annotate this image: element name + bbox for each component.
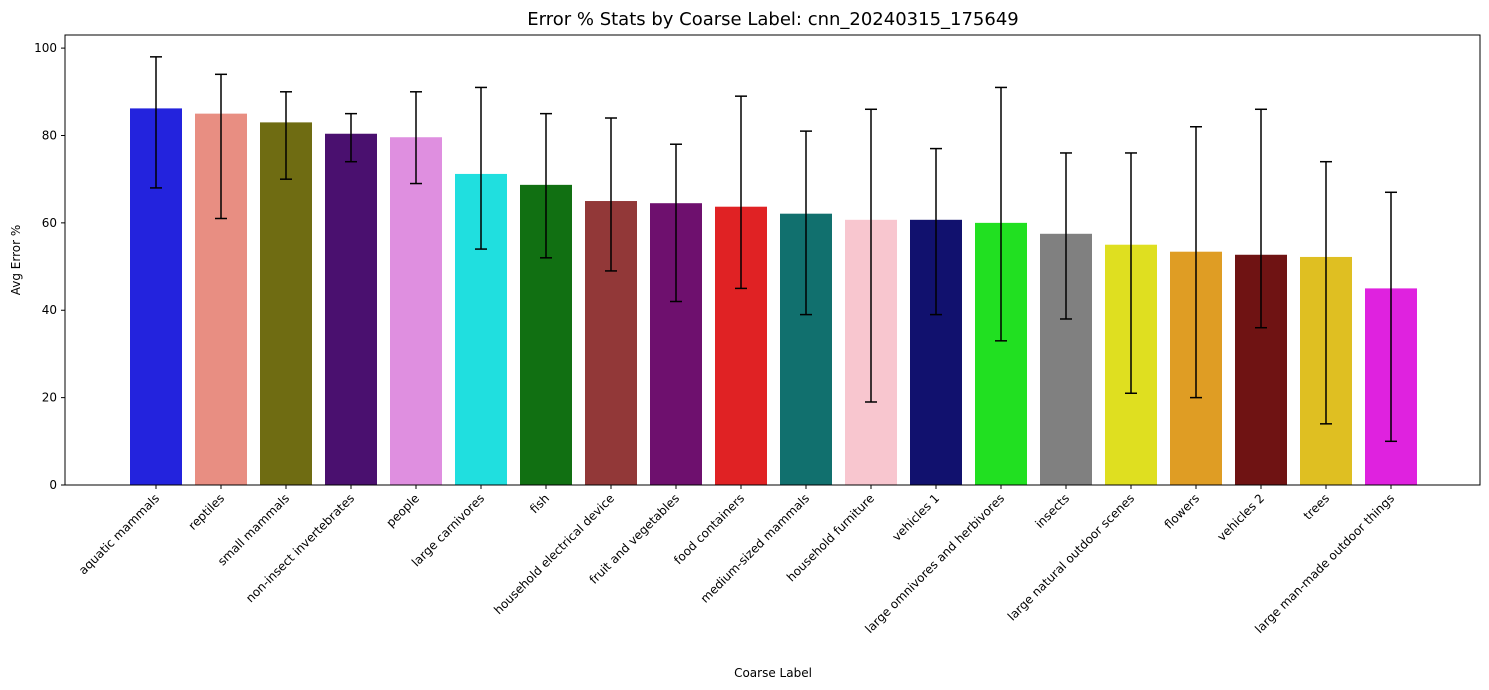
x-tick-label: large natural outdoor scenes	[1005, 491, 1137, 623]
y-axis: 0 20 40 60 80 100	[34, 41, 65, 492]
bar	[260, 122, 312, 486]
bars-layer	[130, 108, 1417, 486]
bar	[390, 137, 442, 485]
x-tick-label: reptiles	[186, 491, 227, 532]
y-axis-label: Avg Error %	[9, 225, 23, 296]
x-tick-label: insects	[1032, 491, 1072, 531]
y-tick-label: 80	[42, 128, 57, 142]
x-tick-label: flowers	[1162, 491, 1203, 532]
x-tick-label: trees	[1301, 491, 1332, 522]
x-axis-label: Coarse Label	[734, 666, 812, 680]
error-bars-layer	[150, 56, 1397, 443]
x-tick-label: household electrical device	[491, 491, 617, 617]
x-tick-label: medium-sized mammals	[698, 491, 812, 605]
y-tick-label: 60	[42, 216, 57, 230]
x-tick-label: non-insect invertebrates	[243, 491, 357, 605]
y-tick-label: 40	[42, 303, 57, 317]
x-tick-label: large man-made outdoor things	[1252, 491, 1397, 636]
x-tick-label: aquatic mammals	[76, 491, 162, 577]
x-tick-label: large carnivores	[409, 491, 487, 569]
x-tick-label: large omnivores and herbivores	[862, 491, 1007, 636]
y-tick-label: 100	[34, 41, 57, 55]
plot-frame	[64, 34, 1481, 486]
x-tick-label: people	[383, 491, 422, 530]
x-tick-label: food containers	[671, 491, 747, 567]
y-tick-label: 20	[42, 391, 57, 405]
chart-title: Error % Stats by Coarse Label: cnn_20240…	[527, 9, 1018, 30]
x-tick-label: vehicles 1	[889, 491, 942, 544]
x-tick-label: fish	[527, 491, 552, 516]
bar	[325, 133, 377, 486]
y-tick-label: 0	[49, 478, 57, 492]
x-tick-label: vehicles 2	[1214, 491, 1267, 544]
